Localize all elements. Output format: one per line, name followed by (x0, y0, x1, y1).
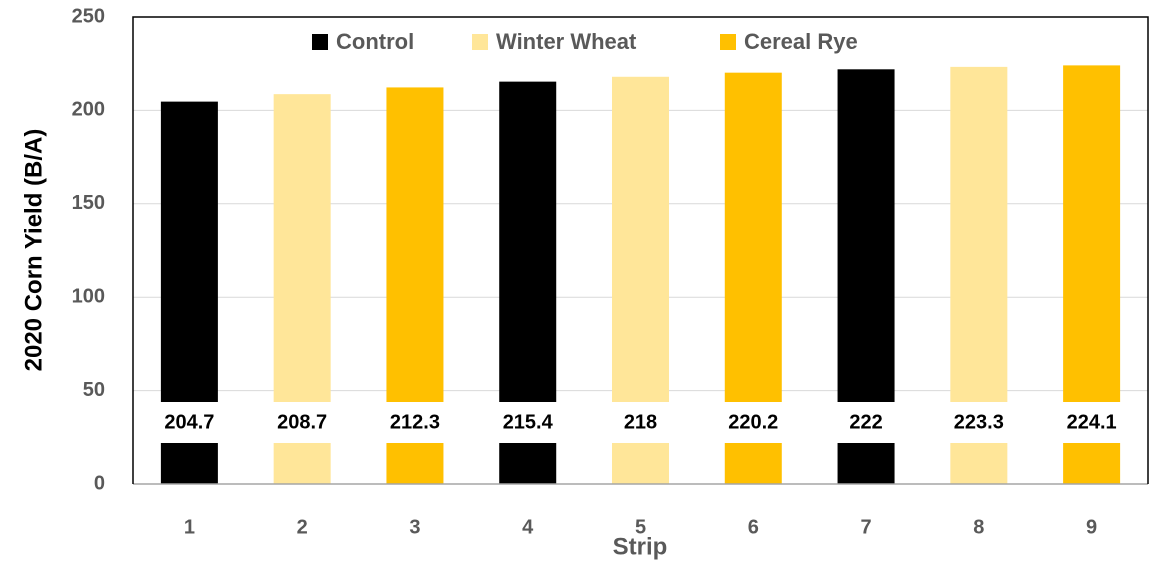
plot-frame (132, 16, 1149, 484)
y-tick-label: 250 (72, 5, 105, 27)
data-label: 224.1 (1067, 411, 1117, 433)
y-tick-label: 0 (94, 472, 105, 494)
x-tick-label: 5 (635, 516, 646, 538)
legend-label: Winter Wheat (496, 29, 637, 54)
y-tick-label: 200 (72, 99, 105, 121)
data-label: 218 (624, 411, 657, 433)
x-axis-title: Strip (613, 533, 668, 560)
legend-swatch (312, 34, 328, 50)
data-label: 212.3 (390, 411, 440, 433)
y-axis-title: 2020 Corn Yield (B/A) (20, 129, 47, 372)
y-tick-label: 50 (83, 379, 105, 401)
data-label: 222 (849, 411, 882, 433)
x-tick-label: 3 (409, 516, 420, 538)
x-tick-label: 4 (522, 516, 534, 538)
legend-label: Cereal Rye (744, 29, 858, 54)
x-tick-label: 1 (184, 516, 195, 538)
data-label: 215.4 (503, 411, 554, 433)
y-tick-label: 100 (72, 285, 105, 307)
label-band (134, 402, 1147, 443)
y-tick-label: 150 (72, 192, 105, 214)
data-label: 208.7 (277, 411, 327, 433)
x-tick-label: 2 (297, 516, 308, 538)
data-label: 223.3 (954, 411, 1004, 433)
x-tick-label: 8 (973, 516, 984, 538)
legend-swatch (472, 34, 488, 50)
legend-swatch (720, 34, 736, 50)
data-label: 204.7 (164, 411, 214, 433)
x-tick-label: 9 (1086, 516, 1097, 538)
legend-label: Control (336, 29, 414, 54)
data-label: 220.2 (728, 411, 778, 433)
x-tick-label: 7 (860, 516, 871, 538)
x-tick-label: 6 (748, 516, 759, 538)
